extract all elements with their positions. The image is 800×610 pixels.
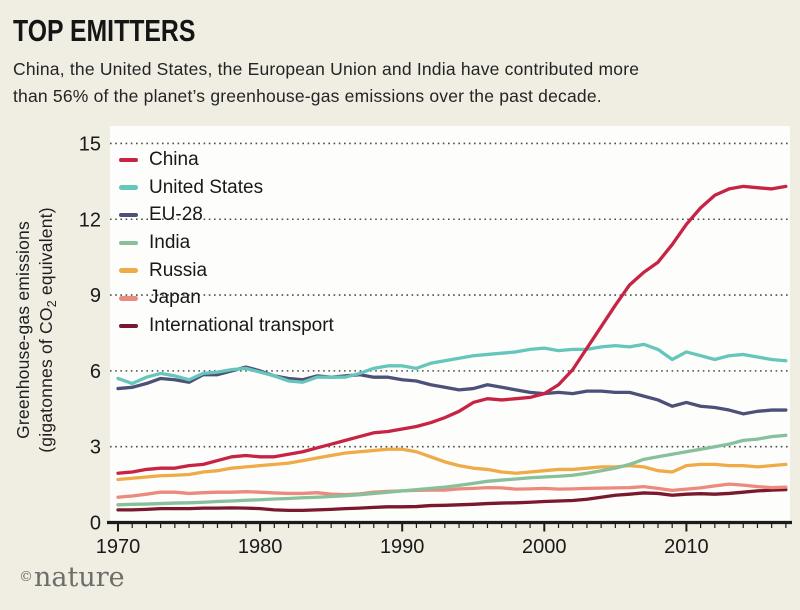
series-line-japan xyxy=(116,482,788,499)
y-axis-title-line2-post: equivalent) xyxy=(36,207,56,300)
legend-label-eu-28: EU-28 xyxy=(149,204,203,226)
legend-item-japan: Japan xyxy=(119,284,334,312)
legend-swatch-china xyxy=(119,157,138,163)
nature-logotype: nature xyxy=(34,562,125,593)
legend-swatch-eu-28 xyxy=(119,212,138,218)
plot-area xyxy=(110,126,790,523)
x-tick-label-1990: 1990 xyxy=(380,536,425,558)
y-axis-title-subscript: 2 xyxy=(45,300,59,307)
x-tick-label-2000: 2000 xyxy=(522,536,567,558)
y-tick-label-9: 9 xyxy=(90,285,101,307)
legend-swatch-india xyxy=(119,240,138,246)
subtitle-line-2: than 56% of the planet’s greenhouse-gas … xyxy=(13,86,602,106)
legend-item-russia: Russia xyxy=(119,257,334,285)
y-tick-label-6: 6 xyxy=(90,361,101,383)
legend-label-china: China xyxy=(149,148,199,170)
x-tick-label-1970: 1970 xyxy=(96,536,141,558)
legend-label-russia: Russia xyxy=(149,259,208,281)
x-tick-labels: 1970 1980 1990 2000 2010 xyxy=(96,536,709,558)
legend-swatch-japan xyxy=(119,296,138,301)
legend-label-japan: Japan xyxy=(149,287,201,309)
series-line-russia xyxy=(116,447,788,482)
series-lines xyxy=(116,184,788,513)
subtitle-line-1: China, the United States, the European U… xyxy=(13,59,640,79)
nature-credit: ©nature xyxy=(19,562,125,593)
y-axis-title-line1: Greenhouse-gas emissions xyxy=(13,221,33,439)
legend-item-international-transport: International transport xyxy=(119,312,334,340)
legend-item-india: India xyxy=(119,229,334,257)
page-title: TOP EMITTERS xyxy=(13,13,196,48)
y-tick-label-3: 3 xyxy=(90,437,101,459)
figure-subtitle: China, the United States, the European U… xyxy=(13,56,639,110)
legend-item-united-states: United States xyxy=(119,174,334,202)
series-line-china xyxy=(116,184,788,475)
legend-label-international-transport: International transport xyxy=(149,314,334,336)
legend-swatch-united-states xyxy=(119,185,138,190)
series-line-india xyxy=(116,433,788,507)
chart-legend: China United States EU-28 India Russia Japan I… xyxy=(119,146,334,340)
x-tick-label-2010: 2010 xyxy=(664,536,709,558)
legend-swatch-international-transport xyxy=(119,323,138,329)
copyright-icon: © xyxy=(19,569,33,585)
legend-label-india: India xyxy=(149,231,191,253)
y-tick-labels: 0 3 6 9 12 15 xyxy=(79,133,101,534)
y-axis-title-line2: (gigatonnes of CO2 equivalent) xyxy=(36,207,59,452)
series-line-united-states xyxy=(116,342,788,386)
y-tick-label-12: 12 xyxy=(79,209,101,231)
y-tick-label-15: 15 xyxy=(79,133,101,155)
series-line-international-transport xyxy=(116,487,788,513)
legend-item-eu-28: EU-28 xyxy=(119,201,334,229)
legend-item-china: China xyxy=(119,146,334,174)
x-tick-label-1980: 1980 xyxy=(238,536,283,558)
axis-ticks xyxy=(117,522,787,532)
legend-label-united-states: United States xyxy=(149,176,264,198)
legend-swatch-russia xyxy=(119,268,138,273)
y-tick-label-0: 0 xyxy=(90,513,101,535)
gridlines xyxy=(110,142,789,448)
y-axis-title-line2-pre: (gigatonnes of CO xyxy=(36,307,56,452)
